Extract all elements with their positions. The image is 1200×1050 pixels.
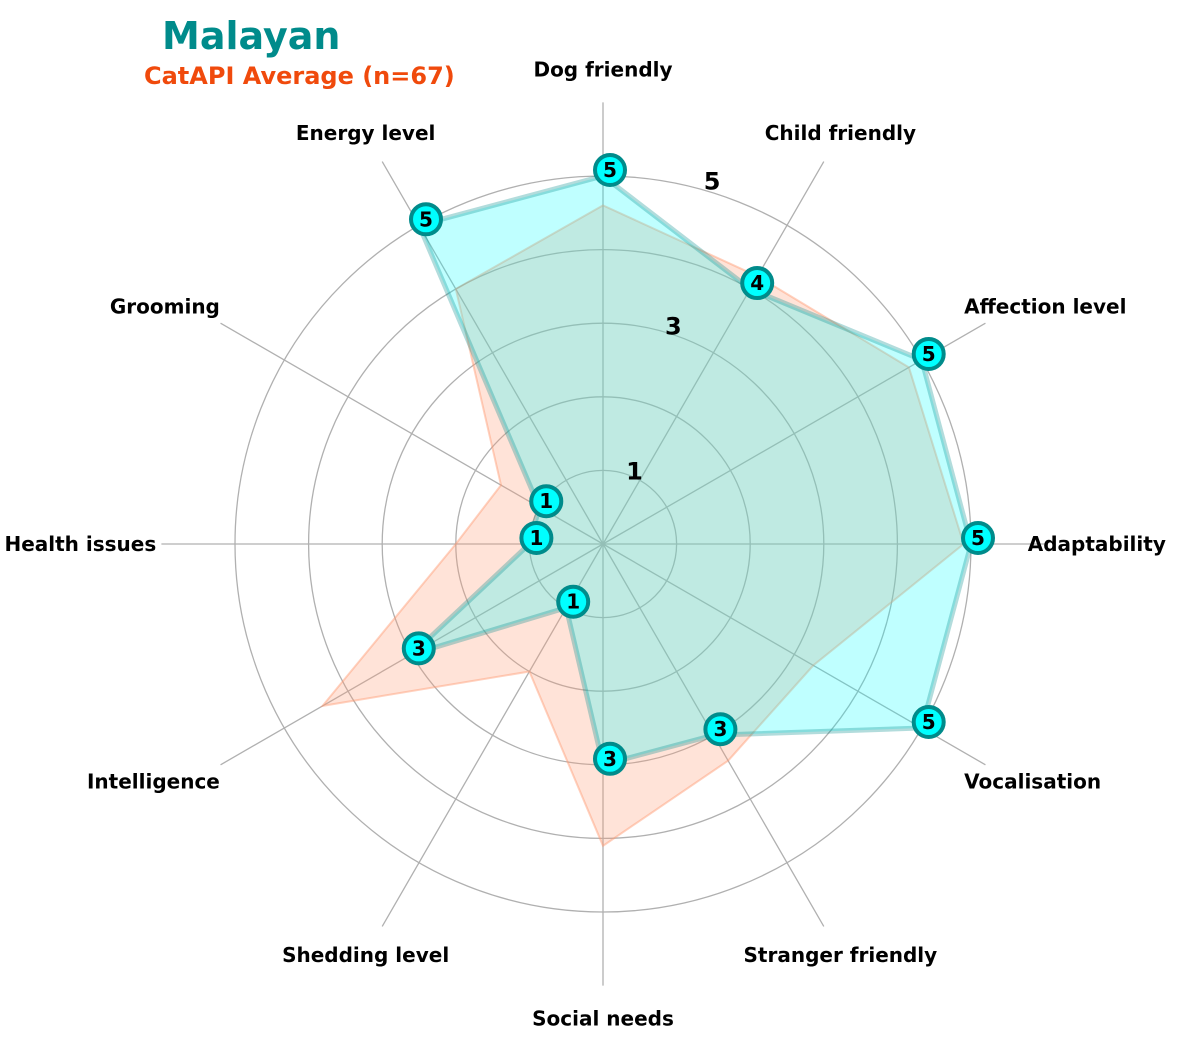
- axis-label: Adaptability: [1028, 532, 1166, 556]
- axis-labels: Dog friendly Child friendly Affection leve…: [4, 57, 1165, 1030]
- data-point-label: 1: [529, 526, 543, 550]
- data-point: [401, 631, 436, 666]
- data-point-label: 4: [750, 271, 764, 295]
- axis-label: Vocalisation: [964, 769, 1101, 793]
- axis-spoke: [602, 161, 825, 545]
- data-point-label: 3: [603, 747, 617, 771]
- data-point: [740, 266, 775, 301]
- data-point-label: 5: [922, 342, 936, 366]
- data-point: [519, 521, 554, 555]
- axis-label: Dog friendly: [533, 57, 672, 81]
- data-point: [593, 741, 627, 776]
- chart-title: Malayan: [162, 14, 341, 58]
- data-point-label: 1: [566, 590, 580, 614]
- data-point-label: 1: [539, 489, 553, 513]
- axis-label: Intelligence: [87, 769, 220, 793]
- data-point: [556, 584, 591, 619]
- ring-label: 3: [665, 312, 682, 340]
- data-point: [593, 153, 627, 187]
- axis-label: Energy level: [296, 121, 436, 145]
- axis-label: Affection level: [964, 295, 1126, 319]
- data-point-label: 5: [603, 158, 617, 182]
- axis-label: Shedding level: [282, 943, 449, 967]
- data-point: [703, 712, 738, 747]
- data-point-label: 3: [713, 717, 727, 741]
- average-series-area: [320, 204, 965, 848]
- data-point: [409, 202, 443, 237]
- ring-label: 1: [626, 457, 643, 485]
- data-point-label: 5: [971, 526, 985, 550]
- breed-points: 5 4 5 5 5 3 3 1 3 1 1 5: [401, 153, 995, 776]
- ring-label: 5: [704, 167, 721, 195]
- data-point-label: 5: [922, 710, 936, 734]
- data-point: [911, 337, 946, 371]
- data-point: [529, 484, 564, 519]
- axis-label: Stranger friendly: [744, 943, 938, 967]
- data-point-label: 3: [412, 636, 426, 660]
- chart-subtitle: CatAPI Average (n=67): [144, 62, 455, 90]
- axis-label: Social needs: [532, 1007, 674, 1031]
- ring-labels: 1 3 5: [626, 167, 720, 485]
- axis-label: Child friendly: [765, 121, 916, 145]
- axis-label: Health issues: [4, 532, 156, 556]
- data-point-label: 5: [419, 207, 433, 231]
- data-point: [911, 705, 946, 739]
- axis-label: Grooming: [110, 295, 220, 319]
- data-point: [961, 521, 995, 555]
